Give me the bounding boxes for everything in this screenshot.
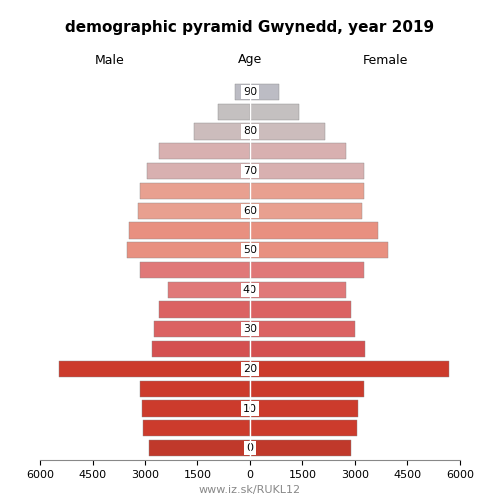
Text: 60: 60	[243, 206, 257, 216]
Bar	[159, 143, 250, 160]
Text: demographic pyramid Gwynedd, year 2019: demographic pyramid Gwynedd, year 2019	[66, 20, 434, 35]
Bar	[250, 380, 364, 397]
Bar	[250, 242, 388, 258]
Text: 10: 10	[243, 404, 257, 413]
Bar	[250, 341, 366, 357]
Bar	[140, 380, 250, 397]
Bar	[250, 361, 450, 377]
Bar	[128, 242, 250, 258]
Bar	[250, 400, 358, 416]
Text: 40: 40	[243, 285, 257, 295]
Bar	[154, 322, 250, 338]
Bar	[194, 124, 250, 140]
Text: 30: 30	[243, 324, 257, 334]
Bar	[250, 124, 325, 140]
Text: 20: 20	[243, 364, 257, 374]
Text: www.iz.sk/RUKL12: www.iz.sk/RUKL12	[199, 485, 301, 495]
Text: 90: 90	[243, 87, 257, 97]
Bar	[250, 143, 346, 160]
Text: 80: 80	[243, 126, 257, 136]
Bar	[218, 104, 250, 120]
Bar	[250, 104, 299, 120]
Bar	[140, 262, 250, 278]
Text: Male: Male	[95, 54, 125, 66]
Bar	[140, 182, 250, 199]
Bar	[152, 341, 250, 357]
Bar	[250, 222, 378, 238]
Bar	[250, 262, 364, 278]
Text: 50: 50	[243, 245, 257, 255]
Bar	[168, 282, 250, 298]
Bar	[147, 163, 250, 179]
Bar	[236, 84, 250, 100]
Bar	[250, 84, 278, 100]
Bar	[250, 440, 352, 456]
Text: Female: Female	[362, 54, 408, 66]
Bar	[250, 182, 364, 199]
Bar	[250, 202, 362, 218]
Bar	[142, 400, 250, 416]
Bar	[250, 282, 346, 298]
Bar	[250, 322, 355, 338]
Text: Age: Age	[238, 54, 262, 66]
Bar	[159, 302, 250, 318]
Bar	[138, 202, 250, 218]
Bar	[250, 420, 356, 436]
Text: 0: 0	[246, 443, 254, 453]
Bar	[129, 222, 250, 238]
Bar	[144, 420, 250, 436]
Bar	[250, 302, 352, 318]
Text: 70: 70	[243, 166, 257, 176]
Bar	[250, 163, 364, 179]
Bar	[148, 440, 250, 456]
Bar	[60, 361, 250, 377]
